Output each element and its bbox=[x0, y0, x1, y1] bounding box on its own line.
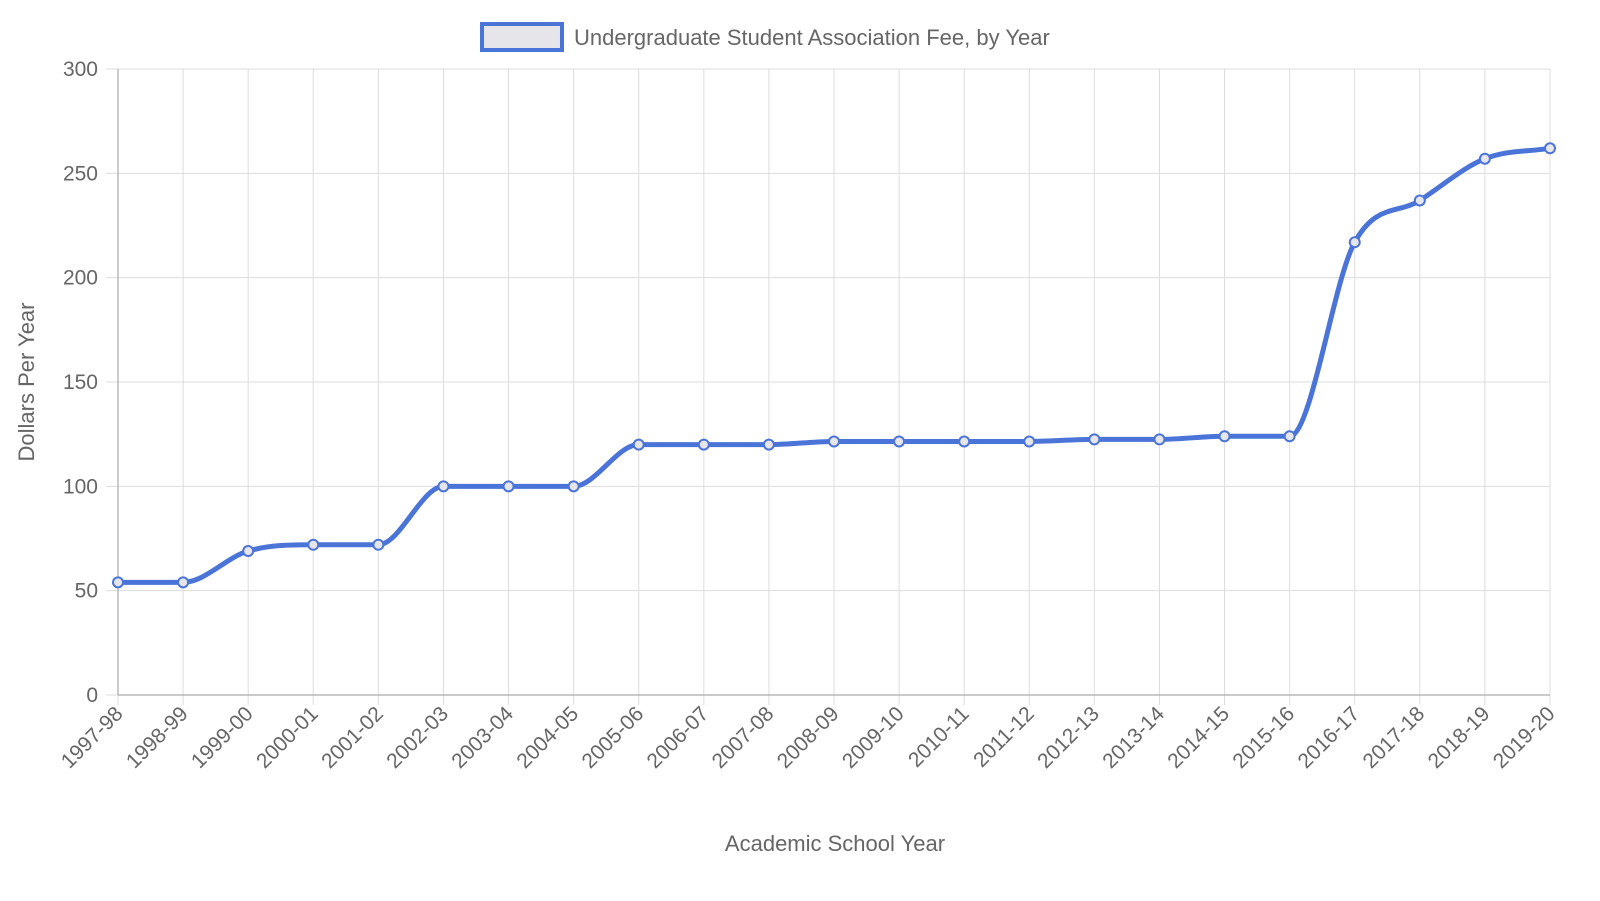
data-point[interactable] bbox=[1088, 433, 1101, 446]
y-tick-label: 200 bbox=[63, 267, 98, 290]
data-point[interactable] bbox=[958, 435, 971, 448]
data-point[interactable] bbox=[437, 480, 450, 493]
y-tick-label: 100 bbox=[63, 475, 98, 498]
x-tick-label: 2002-03 bbox=[382, 702, 453, 773]
data-point[interactable] bbox=[893, 435, 906, 448]
x-tick-label: 2019-20 bbox=[1489, 702, 1560, 773]
x-tick-label: 2012-13 bbox=[1033, 702, 1104, 773]
x-tick-label: 2001-02 bbox=[317, 702, 388, 773]
x-tick-label: 2016-17 bbox=[1293, 702, 1364, 773]
x-tick-label: 2015-16 bbox=[1228, 702, 1299, 773]
x-tick-label: 2000-01 bbox=[252, 702, 323, 773]
data-point[interactable] bbox=[1478, 152, 1491, 165]
x-tick-label: 2008-09 bbox=[773, 702, 844, 773]
x-tick-label: 2003-04 bbox=[447, 702, 518, 773]
data-point[interactable] bbox=[632, 438, 645, 451]
y-tick-label: 300 bbox=[63, 58, 98, 81]
legend: Undergraduate Student Association Fee, b… bbox=[480, 22, 1050, 52]
data-point[interactable] bbox=[828, 435, 840, 448]
x-tick-label: 2017-18 bbox=[1359, 702, 1430, 773]
data-point[interactable] bbox=[1023, 435, 1036, 448]
x-tick-label: 2014-15 bbox=[1163, 702, 1234, 773]
data-point[interactable] bbox=[762, 438, 775, 451]
x-tick-label: 2011-12 bbox=[969, 702, 1039, 772]
series-line bbox=[115, 145, 1553, 585]
data-point[interactable] bbox=[502, 480, 515, 493]
series-layer bbox=[112, 142, 1556, 589]
x-tick-label: 2007-08 bbox=[708, 702, 779, 773]
x-tick-label: 1997-98 bbox=[57, 702, 128, 773]
grid-lines bbox=[106, 68, 1551, 705]
data-point[interactable] bbox=[1544, 142, 1556, 155]
y-tick-label: 50 bbox=[75, 580, 98, 603]
data-point[interactable] bbox=[1218, 430, 1231, 443]
y-tick-label: 150 bbox=[63, 371, 98, 394]
data-point[interactable] bbox=[372, 538, 385, 551]
legend-label: Undergraduate Student Association Fee, b… bbox=[574, 25, 1050, 50]
x-tick-label: 2005-06 bbox=[577, 702, 648, 773]
data-point[interactable] bbox=[1413, 194, 1426, 207]
x-axis-title: Academic School Year bbox=[725, 831, 945, 856]
x-tick-label: 2018-19 bbox=[1424, 702, 1495, 773]
data-point[interactable] bbox=[567, 480, 580, 493]
x-tick-label: 2004-05 bbox=[512, 702, 583, 773]
y-axis-title: Dollars Per Year bbox=[14, 303, 39, 462]
data-point[interactable] bbox=[242, 545, 255, 558]
y-axis-ticks: 0 50 100 150 200 250 300 bbox=[63, 58, 98, 707]
x-tick-label: 2009-10 bbox=[838, 702, 909, 773]
data-point[interactable] bbox=[1153, 433, 1166, 446]
data-point[interactable] bbox=[697, 438, 710, 451]
x-tick-label: 1998-99 bbox=[122, 702, 193, 773]
data-point[interactable] bbox=[177, 576, 190, 589]
data-point[interactable] bbox=[1283, 430, 1296, 443]
data-point[interactable] bbox=[1348, 236, 1361, 249]
y-tick-label: 0 bbox=[86, 684, 98, 707]
x-tick-label: 1999-00 bbox=[187, 702, 258, 773]
x-axis-ticks: 1997-981998-991999-002000-012001-022002-… bbox=[57, 702, 1560, 773]
data-point[interactable] bbox=[112, 576, 124, 589]
x-tick-label: 2006-07 bbox=[643, 702, 714, 773]
axes bbox=[117, 69, 1550, 696]
x-tick-label: 2013-14 bbox=[1098, 702, 1169, 773]
data-point[interactable] bbox=[307, 538, 320, 551]
y-tick-label: 250 bbox=[63, 162, 98, 185]
x-tick-label: 2010-11 bbox=[904, 702, 974, 772]
legend-swatch bbox=[480, 22, 564, 52]
